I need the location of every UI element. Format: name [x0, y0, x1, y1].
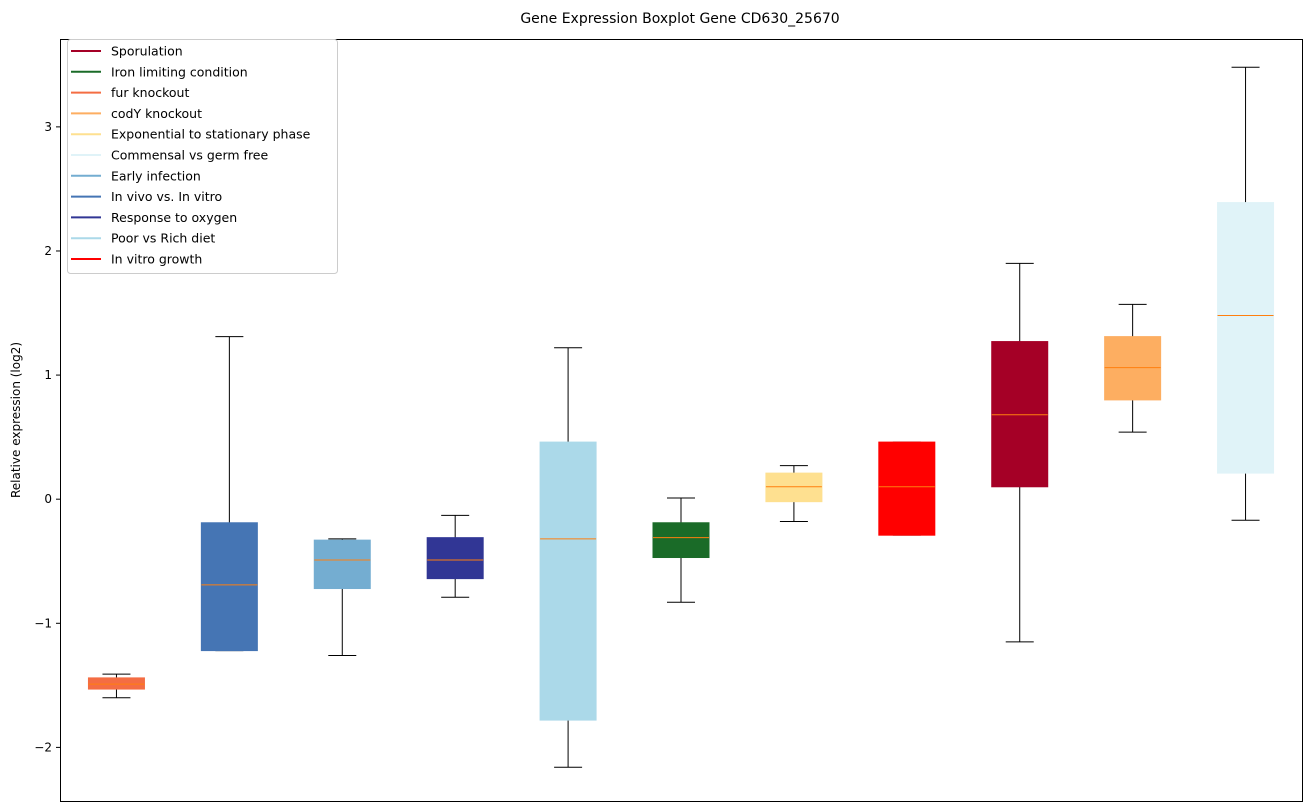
boxes-layer [87, 66, 1275, 768]
box-early-infection [313, 538, 371, 657]
box-iqr [1217, 202, 1275, 474]
box-iqr [765, 472, 823, 503]
y-axis: −2 −1 0 1 2 3 [34, 120, 60, 754]
y-tick-label: −1 [34, 616, 52, 630]
box-fur-knockout [87, 673, 145, 699]
box-in-vivo-vs-in-vitro [200, 336, 258, 652]
legend-item: codY knockout [71, 106, 202, 121]
legend-label: Exponential to stationary phase [111, 127, 311, 142]
box-iron-limiting-condition [652, 497, 710, 603]
y-tick-label: 2 [44, 244, 52, 258]
y-axis-label: Relative expression (log2) [9, 342, 23, 498]
legend-label: codY knockout [111, 106, 202, 121]
legend-label: In vivo vs. In vitro [111, 189, 222, 204]
legend-label: fur knockout [111, 85, 189, 100]
box-exponential-to-stationary-phase [765, 465, 823, 523]
legend: Sporulation Iron limiting condition fur kn… [67, 39, 338, 274]
legend-label: Sporulation [111, 44, 183, 59]
legend-item: Exponential to stationary phase [71, 127, 311, 142]
legend-label: Early infection [111, 168, 201, 183]
legend-label: Iron limiting condition [111, 64, 248, 79]
y-tick-label: −2 [34, 740, 52, 754]
box-iqr [652, 522, 710, 559]
legend-item: In vivo vs. In vitro [71, 189, 222, 204]
box-iqr [991, 341, 1049, 488]
legend-item: Early infection [71, 168, 201, 183]
legend-frame [67, 39, 338, 274]
y-tick-label: 0 [44, 492, 52, 506]
box-iqr [878, 441, 936, 536]
legend-label: In vitro growth [111, 252, 202, 267]
y-tick-label: 3 [44, 120, 52, 134]
legend-item: In vitro growth [71, 252, 202, 267]
box-iqr [539, 441, 597, 721]
box-in-vitro-growth [878, 441, 936, 536]
box-response-to-oxygen [426, 514, 484, 598]
legend-label: Commensal vs germ free [111, 148, 268, 163]
y-tick-label: 1 [44, 368, 52, 382]
legend-item: Commensal vs germ free [71, 148, 268, 163]
chart-title: Gene Expression Boxplot Gene CD630_25670 [520, 11, 839, 27]
box-iqr [426, 537, 484, 580]
box-cody-knockout [1104, 303, 1162, 433]
legend-label: Response to oxygen [111, 210, 237, 225]
box-commensal-vs-germ-free [1217, 66, 1275, 521]
plot-frame [60, 39, 1303, 802]
box-iqr [200, 522, 258, 652]
legend-item: fur knockout [71, 85, 189, 100]
legend-item: Iron limiting condition [71, 64, 248, 79]
box-iqr [87, 677, 145, 690]
legend-item: Poor vs Rich diet [71, 231, 215, 246]
legend-item: Sporulation [71, 44, 183, 59]
box-iqr [1104, 336, 1162, 401]
legend-item: Response to oxygen [71, 210, 237, 225]
box-sporulation [991, 262, 1049, 643]
box-iqr [313, 539, 371, 590]
box-poor-vs-rich-diet [539, 347, 597, 768]
legend-label: Poor vs Rich diet [111, 231, 215, 246]
